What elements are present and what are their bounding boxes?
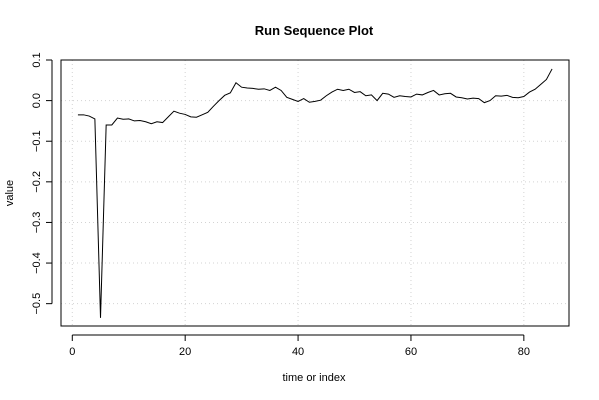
- y-tick-label: 0.1: [31, 52, 43, 67]
- grid-lines: [61, 59, 569, 326]
- series-line: [77, 68, 553, 318]
- x-tick-label: 20: [179, 346, 191, 358]
- x-tick-label: 60: [405, 346, 417, 358]
- x-axis-label: time or index: [283, 372, 346, 384]
- x-tick-label: 0: [69, 346, 75, 358]
- axes: 0 20 40 60 80 0.1 0.0 −0.1 −0.2 −0.3 −0.4 −0.5: [31, 52, 530, 358]
- y-tick-label: −0.1: [31, 130, 43, 152]
- chart-title: Run Sequence Plot: [255, 23, 374, 38]
- y-tick-label: 0.0: [31, 93, 43, 108]
- y-axis-label: value: [4, 180, 16, 206]
- plot-box: [60, 59, 570, 327]
- y-tick-label: −0.3: [31, 212, 43, 234]
- x-tick-label: 80: [518, 346, 530, 358]
- y-tick-label: −0.5: [31, 293, 43, 315]
- x-tick-label: 40: [292, 346, 304, 358]
- y-tick-label: −0.4: [31, 252, 43, 274]
- y-tick-label: −0.2: [31, 171, 43, 193]
